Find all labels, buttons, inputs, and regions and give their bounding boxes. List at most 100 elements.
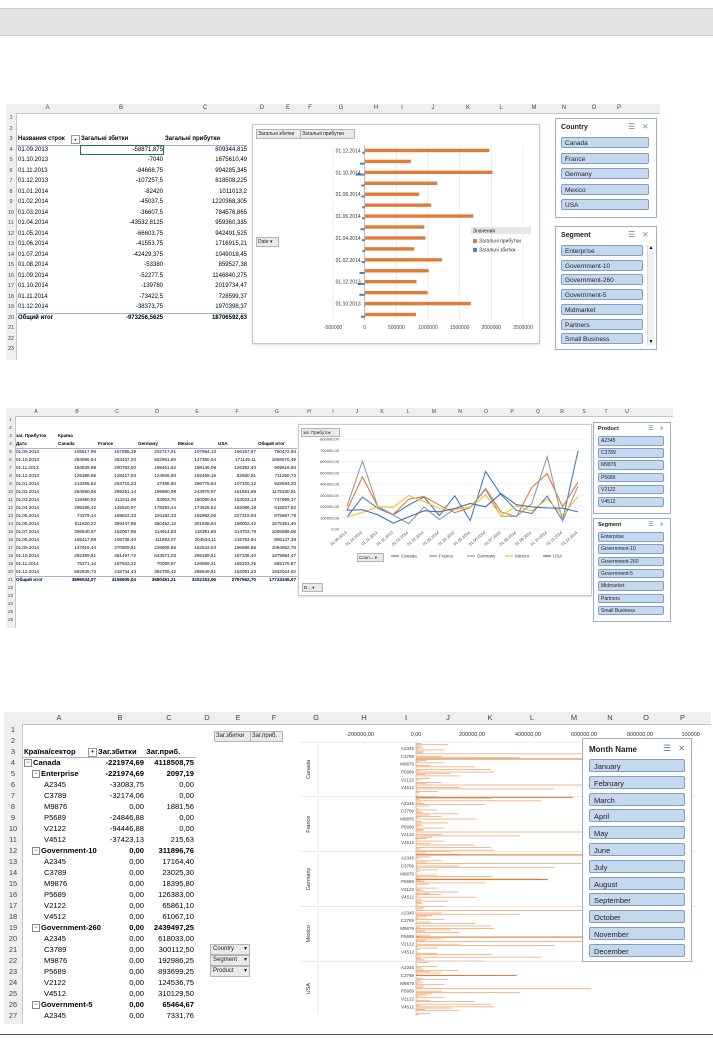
pivot-header-cell[interactable]: Germany xyxy=(138,441,158,446)
pivot-header-cell[interactable]: Названия строк xyxy=(18,136,65,142)
field-button-country[interactable]: Country ▾ xyxy=(210,944,250,955)
profit-bar[interactable] xyxy=(416,848,420,850)
value-cell[interactable]: 200783,50 xyxy=(114,465,136,470)
row-number[interactable]: 12 xyxy=(7,505,13,510)
value-cell[interactable]: 1049018,45 xyxy=(215,251,247,258)
value-cell[interactable]: 204534,11 xyxy=(194,537,216,542)
row-number[interactable]: 23 xyxy=(8,967,18,976)
row-number[interactable]: 21 xyxy=(7,577,13,582)
multi-select-icon[interactable]: ☰ xyxy=(648,522,654,528)
profits-cell[interactable]: 2439497,25 xyxy=(153,923,194,932)
losses-cell[interactable]: 0,00 xyxy=(129,846,144,855)
profit-bar[interactable] xyxy=(416,934,430,936)
value-cell[interactable]: 511820,22 xyxy=(74,521,96,526)
column-header[interactable]: E xyxy=(235,713,241,722)
profit-bar[interactable] xyxy=(416,873,418,875)
row-number[interactable]: 8 xyxy=(9,188,13,195)
losses-cell[interactable]: 0,00 xyxy=(129,923,144,932)
profit-bar[interactable] xyxy=(364,258,442,262)
clear-filter-icon[interactable]: ⨯ xyxy=(659,522,665,528)
losses-cell[interactable]: -221974,69 xyxy=(105,758,144,767)
value-cell[interactable]: 301938,84 xyxy=(194,521,216,526)
slicer-item[interactable]: Enterprise xyxy=(598,532,664,542)
product-row-label[interactable]: V2122 xyxy=(44,824,66,833)
profit-bar[interactable] xyxy=(364,225,425,229)
profit-bar[interactable] xyxy=(364,203,432,207)
value-cell[interactable]: 370809,81 xyxy=(114,545,136,550)
profit-bar[interactable] xyxy=(416,1014,420,1015)
value-cell[interactable]: 114914,83 xyxy=(154,529,176,534)
profit-bar[interactable] xyxy=(416,844,475,846)
column-header[interactable]: L xyxy=(406,409,410,415)
profit-bar[interactable] xyxy=(416,800,542,802)
slicer-item[interactable]: M9876 xyxy=(598,460,664,470)
losses-cell[interactable]: -33083,75 xyxy=(109,780,144,789)
profit-bar[interactable] xyxy=(416,973,419,975)
column-header[interactable]: G xyxy=(338,105,344,111)
profit-bar[interactable] xyxy=(416,990,443,992)
series-line-mexico[interactable] xyxy=(346,494,579,518)
profit-bar[interactable] xyxy=(416,930,426,932)
slicer-item[interactable]: V2122 xyxy=(598,484,664,495)
profit-bar[interactable] xyxy=(416,1011,417,1013)
column-header[interactable]: G xyxy=(275,409,279,415)
date-cell[interactable]: 01.05.2014 xyxy=(16,513,39,518)
profit-bar[interactable] xyxy=(416,883,429,885)
losses-cell[interactable]: 0,00 xyxy=(129,967,144,976)
row-number[interactable]: 8 xyxy=(9,473,12,478)
value-cell[interactable]: 1220368,305 xyxy=(211,199,247,205)
profit-bar[interactable] xyxy=(416,968,424,970)
profit-bar[interactable] xyxy=(416,745,421,747)
row-number[interactable]: 5 xyxy=(9,449,12,454)
slicer-item[interactable]: P5689 xyxy=(598,472,664,483)
losses-cell[interactable]: 0,00 xyxy=(129,945,144,954)
profit-bar[interactable] xyxy=(416,971,430,973)
loss-bar[interactable] xyxy=(361,195,365,198)
profit-bar[interactable] xyxy=(416,752,423,753)
value-cell[interactable]: -53380 xyxy=(144,262,163,268)
value-cell[interactable]: 1970398,37 xyxy=(215,304,247,310)
profit-bar[interactable] xyxy=(416,946,418,948)
value-cell[interactable]: 192459,15 xyxy=(194,473,216,478)
value-cell[interactable]: 174628,52 xyxy=(194,505,216,510)
profit-bar[interactable] xyxy=(416,829,425,830)
row-number[interactable]: 3 xyxy=(9,136,13,142)
profit-bar[interactable] xyxy=(416,813,459,815)
value-cell[interactable]: 243976,97 xyxy=(194,489,216,494)
profit-bar[interactable] xyxy=(416,758,618,760)
loss-bar[interactable] xyxy=(361,239,365,242)
field-button-segment[interactable]: Segment ▾ xyxy=(210,955,250,966)
value-cell[interactable]: 195860,98 xyxy=(154,489,176,494)
date-cell[interactable]: 01.04.2014 xyxy=(16,505,39,510)
multi-select-icon[interactable]: ☰ xyxy=(628,122,636,131)
row-number[interactable]: 9 xyxy=(9,481,12,486)
profit-bar[interactable] xyxy=(416,801,422,803)
slicer-item[interactable]: A2345 xyxy=(598,436,664,446)
profit-bar[interactable] xyxy=(364,236,426,240)
loss-bar[interactable] xyxy=(361,184,365,187)
loss-bar[interactable] xyxy=(360,315,365,318)
profit-bar[interactable] xyxy=(416,945,555,946)
row-number[interactable]: 16 xyxy=(8,890,18,899)
profit-bar[interactable] xyxy=(416,1005,420,1006)
profit-bar[interactable] xyxy=(416,856,430,858)
pivot-header-cell[interactable]: Canada xyxy=(58,441,75,446)
value-cell[interactable]: 83903,70 xyxy=(156,497,176,502)
row-number[interactable]: 20 xyxy=(7,569,13,574)
value-cell[interactable]: -36607,5 xyxy=(139,209,163,216)
profits-cell[interactable]: 215,63 xyxy=(170,835,194,844)
value-cell[interactable]: 655176,87 xyxy=(274,561,296,566)
profit-bar[interactable] xyxy=(416,928,495,929)
profit-bar[interactable] xyxy=(416,784,642,786)
profit-bar[interactable] xyxy=(416,917,419,919)
column-header[interactable]: I xyxy=(401,105,403,111)
profit-bar[interactable] xyxy=(416,979,449,980)
collapse-toggle-icon[interactable]: − xyxy=(32,770,40,778)
column-header[interactable]: J xyxy=(446,713,450,722)
row-number[interactable]: 2 xyxy=(10,736,16,745)
slicer-item[interactable]: December xyxy=(589,943,685,957)
profit-bar[interactable] xyxy=(416,849,495,851)
slicer-item[interactable]: Midmarket xyxy=(598,581,664,591)
losses-cell[interactable]: 0,00 xyxy=(129,890,144,899)
slicer-item[interactable]: April xyxy=(589,809,685,823)
